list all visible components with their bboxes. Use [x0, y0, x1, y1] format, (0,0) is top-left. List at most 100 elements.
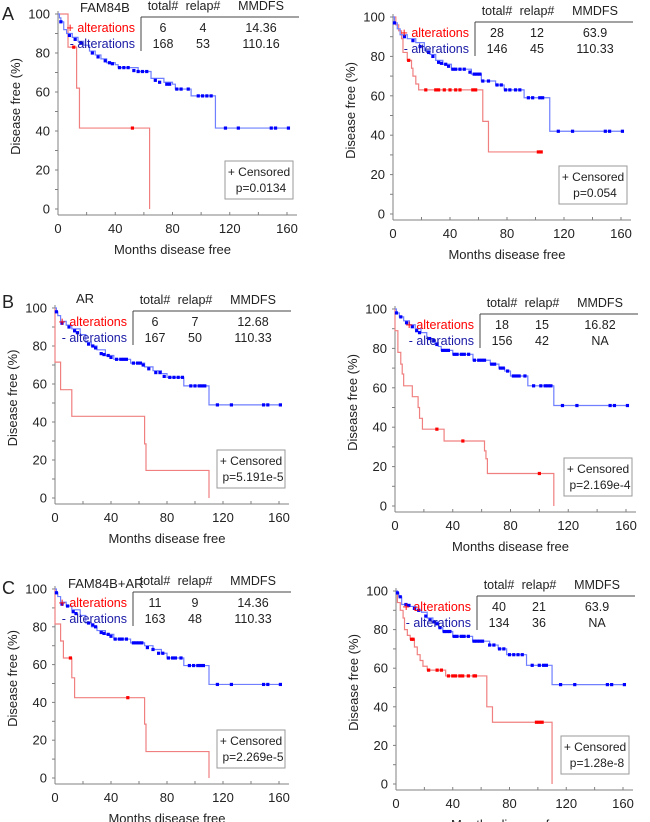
- censor-mark-plus: [434, 88, 438, 92]
- censor-mark-minus: [480, 639, 485, 643]
- censor-mark-minus: [165, 82, 169, 86]
- censor-mark-minus: [417, 608, 421, 612]
- table-header: MMDFS: [574, 578, 620, 592]
- censor-mark-minus: [119, 357, 123, 361]
- censor-mark-minus: [168, 375, 172, 379]
- censor-mark-minus: [87, 621, 91, 625]
- gene-title: AR: [76, 291, 94, 306]
- km-panel-4: 0 20 40 60 80 100 0 40 80 120 160 Months disease fr…: [345, 296, 638, 554]
- censor-mark-minus: [109, 634, 113, 638]
- y-tick-label: 0: [378, 207, 385, 222]
- curve-plus-alterations: [394, 309, 555, 506]
- censor-mark-minus: [196, 94, 200, 98]
- table-header: total#: [482, 4, 513, 18]
- censor-mark-minus: [124, 637, 128, 641]
- censor-mark-plus: [126, 696, 130, 700]
- x-tick-label: 40: [108, 221, 122, 236]
- censor-mark-minus: [410, 325, 414, 329]
- censor-mark-minus: [480, 358, 484, 362]
- x-tick-label: 0: [51, 790, 58, 805]
- censor-mark-plus: [461, 439, 465, 443]
- censor-mark-minus: [418, 44, 422, 49]
- censor-mark-minus: [427, 50, 431, 55]
- censor-mark-minus: [513, 88, 518, 92]
- censor-mark-minus: [286, 126, 291, 130]
- censor-mark-minus: [175, 87, 179, 91]
- censor-mark-minus: [622, 683, 627, 687]
- x-axis-label: Months disease free: [448, 247, 565, 262]
- censor-mark-minus: [570, 129, 575, 133]
- curve-plus-alterations: [54, 308, 210, 498]
- x-tick-label: 120: [557, 518, 579, 533]
- panel-letter: B: [2, 292, 14, 312]
- censor-mark-minus: [75, 331, 79, 335]
- censor-mark-minus: [498, 366, 502, 370]
- censor-mark-minus: [122, 66, 126, 70]
- censor-mark-minus: [482, 358, 487, 362]
- censor-mark-minus: [67, 33, 72, 38]
- censor-mark-minus: [140, 69, 145, 74]
- table-cell: 53: [196, 37, 210, 51]
- censor-mark-minus: [189, 384, 193, 388]
- censor-mark-minus: [236, 126, 240, 130]
- row-label-plus-alterations: + alterations: [67, 21, 135, 35]
- censor-mark-plus: [411, 637, 415, 641]
- censor-mark-plus: [435, 427, 439, 431]
- censor-mark-minus: [79, 41, 83, 45]
- row-label-minus-alterations: - alterations: [62, 331, 127, 345]
- censor-mark-minus: [124, 357, 128, 361]
- censor-mark-minus: [131, 361, 135, 365]
- censor-mark-minus: [466, 634, 470, 638]
- censor-mark-minus: [428, 618, 432, 622]
- censor-mark-plus: [453, 674, 458, 678]
- table-cell: 7: [192, 315, 199, 329]
- censor-mark-minus: [475, 639, 479, 643]
- censor-mark-plus: [435, 668, 439, 672]
- censor-mark-minus: [157, 651, 161, 655]
- y-tick-label: 40: [36, 124, 50, 139]
- y-tick-label: 0: [43, 202, 50, 217]
- censor-mark-minus: [145, 645, 149, 650]
- censor-mark-minus: [140, 641, 144, 645]
- x-tick-label: 80: [165, 221, 179, 236]
- table-cell: 63.9: [585, 600, 609, 614]
- censor-mark-minus: [99, 630, 103, 635]
- censor-mark-minus: [278, 682, 282, 687]
- censor-mark-minus: [517, 374, 521, 378]
- censor-mark-minus: [543, 384, 547, 388]
- row-label-minus-alterations: - alterations: [406, 616, 471, 630]
- censor-mark-minus: [541, 96, 545, 100]
- p-value-label: p=5.191e-5: [222, 470, 283, 484]
- censor-mark-minus: [531, 96, 535, 100]
- x-tick-label: 120: [212, 510, 234, 525]
- table-cell: 110.33: [234, 331, 271, 345]
- censor-mark-minus: [431, 54, 435, 58]
- censor-mark-minus: [514, 374, 518, 378]
- table-cell: 146: [487, 42, 508, 56]
- censor-mark-minus: [151, 647, 155, 652]
- censor-mark-minus: [132, 68, 136, 73]
- row-label-plus-alterations: + alterations: [401, 26, 469, 40]
- table-cell: 12.68: [237, 315, 268, 329]
- x-tick-label: 160: [276, 221, 298, 236]
- y-tick-label: 80: [36, 46, 50, 61]
- legend-censored-label: + Censored: [220, 454, 282, 468]
- censor-mark-minus: [197, 384, 201, 388]
- censor-mark-minus: [472, 72, 476, 76]
- censor-mark-minus: [490, 362, 494, 366]
- censor-mark-plus: [442, 88, 446, 92]
- censor-mark-minus: [407, 603, 411, 608]
- censor-mark-minus: [455, 634, 459, 638]
- table-cell: 28: [490, 26, 504, 40]
- censor-mark-minus: [161, 651, 165, 655]
- y-tick-label: 0: [380, 499, 387, 514]
- censor-mark-minus: [446, 348, 451, 352]
- censor-mark-plus: [437, 88, 441, 92]
- censor-mark-minus: [54, 591, 58, 595]
- censor-mark-minus: [620, 129, 625, 133]
- censor-mark-plus: [534, 720, 539, 724]
- table-cell: 18: [495, 318, 509, 332]
- gene-title: FAM84B: [80, 0, 130, 15]
- censor-mark-minus: [441, 348, 445, 352]
